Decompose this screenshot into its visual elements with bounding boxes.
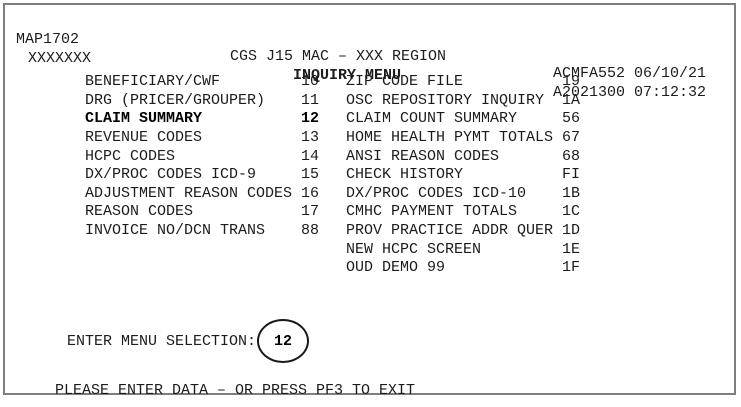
menu-item-label: DX/PROC CODES ICD-10 [346,184,527,202]
menu-row: BENEFICIARY/CWF 10 ZIP CODE FILE 19 [85,73,582,92]
region-title: CGS J15 MAC – XXX REGION [230,48,447,65]
menu-item-label: HCPC CODES [85,147,176,165]
menu-item-code: 88 [301,222,320,240]
selection-highlight-circle: 12 [257,319,310,363]
menu-item-label [85,241,301,260]
menu-item-code: 1C [562,203,581,221]
menu-item-label: INVOICE NO/DCN TRANS [85,222,266,240]
menu-item-code: 12 [301,110,320,128]
menu-selection-input[interactable]: 12 [274,332,293,350]
status-message: PLEASE ENTER DATA – OR PRESS PF3 TO EXIT [55,382,416,399]
header-row-1: MAP1702 CGS J15 MAC – XXX REGION ACMFA55… [5,14,734,82]
menu-row: CLAIM SUMMARY 12 CLAIM COUNT SUMMARY 56 [85,110,582,129]
menu-item-label: REVENUE CODES [85,128,203,146]
menu-item-label: ADJUSTMENT REASON CODES [85,184,293,202]
menu-item-code: 68 [562,147,581,165]
menu-item-code [301,241,346,260]
menu-item-code: 1A [562,91,581,109]
menu-list: BENEFICIARY/CWF 10 ZIP CODE FILE 19 DRG … [85,73,582,278]
menu-item-label: REASON CODES [85,203,194,221]
selection-row: ENTER MENU SELECTION: 12 [67,318,310,364]
menu-item-code: 10 [301,73,320,90]
menu-item-label: BENEFICIARY/CWF [85,73,221,90]
job-id: A2021300 [553,84,626,101]
system-date: 06/10/21 [634,65,707,82]
menu-item-code: FI [562,166,581,184]
job-id-time: A2021300 07:12:32 [553,84,706,101]
map-id: MAP1702 [16,31,80,48]
menu-item-code: 1F [562,259,581,277]
menu-item-code: 17 [301,203,320,221]
selection-prompt: ENTER MENU SELECTION: [67,332,257,350]
menu-item-label: HOME HEALTH PYMT TOTALS [346,128,554,146]
menu-item-code: 13 [301,128,320,146]
menu-row: REASON CODES 17 CMHC PAYMENT TOTALS 1C [85,203,582,222]
menu-item-code [301,259,346,278]
menu-item-code: 1B [562,184,581,202]
system-time: 07:12:32 [634,84,707,101]
menu-row: INVOICE NO/DCN TRANS 88 PROV PRACTICE AD… [85,222,582,241]
menu-item-code: 11 [301,91,320,109]
menu-row: HCPC CODES 14 ANSI REASON CODES 68 [85,148,582,167]
menu-item-label: CMHC PAYMENT TOTALS [346,203,518,221]
terminal-screen: MAP1702 CGS J15 MAC – XXX REGION ACMFA55… [3,3,736,399]
menu-item-label: DRG (PRICER/GROUPER) [85,91,266,109]
menu-item-code: 1E [562,240,581,258]
menu-item-code: 19 [562,73,581,90]
menu-item-label: CLAIM SUMMARY [85,110,203,128]
system-id: ACMFA552 [553,65,626,82]
menu-item-label: NEW HCPC SCREEN [346,240,482,258]
terminal-id: XXXXXXX [28,50,92,67]
system-id-date: ACMFA552 06/10/21 [553,65,706,82]
menu-item-label: CLAIM COUNT SUMMARY [346,110,518,128]
menu-row: NEW HCPC SCREEN 1E [85,241,582,260]
menu-item-label [85,259,301,278]
menu-item-code: 15 [301,166,320,184]
menu-item-label: ZIP CODE FILE [346,73,464,90]
menu-item-code: 14 [301,147,320,165]
menu-item-label: PROV PRACTICE ADDR QUER [346,222,554,240]
menu-item-label: CHECK HISTORY [346,166,464,184]
menu-row: DX/PROC CODES ICD-9 15 CHECK HISTORY FI [85,166,582,185]
menu-item-code: 67 [562,128,581,146]
menu-item-label: DX/PROC CODES ICD-9 [85,166,257,184]
menu-row: DRG (PRICER/GROUPER) 11 OSC REPOSITORY I… [85,92,582,111]
menu-item-label: OUD DEMO 99 [346,259,446,277]
menu-item-code: 56 [562,110,581,128]
menu-item-label: OSC REPOSITORY INQUIRY [346,91,545,109]
menu-item-code: 16 [301,184,320,202]
menu-item-label: ANSI REASON CODES [346,147,500,165]
header-row-2: XXXXXXX INQUIRY MENU A2021300 07:12:32 [5,33,734,101]
screen-title: INQUIRY MENU [293,67,402,84]
menu-row: OUD DEMO 99 1F [85,259,582,278]
menu-row: ADJUSTMENT REASON CODES 16 DX/PROC CODES… [85,185,582,204]
menu-row: REVENUE CODES 13 HOME HEALTH PYMT TOTALS… [85,129,582,148]
menu-item-code: 1D [562,222,581,240]
